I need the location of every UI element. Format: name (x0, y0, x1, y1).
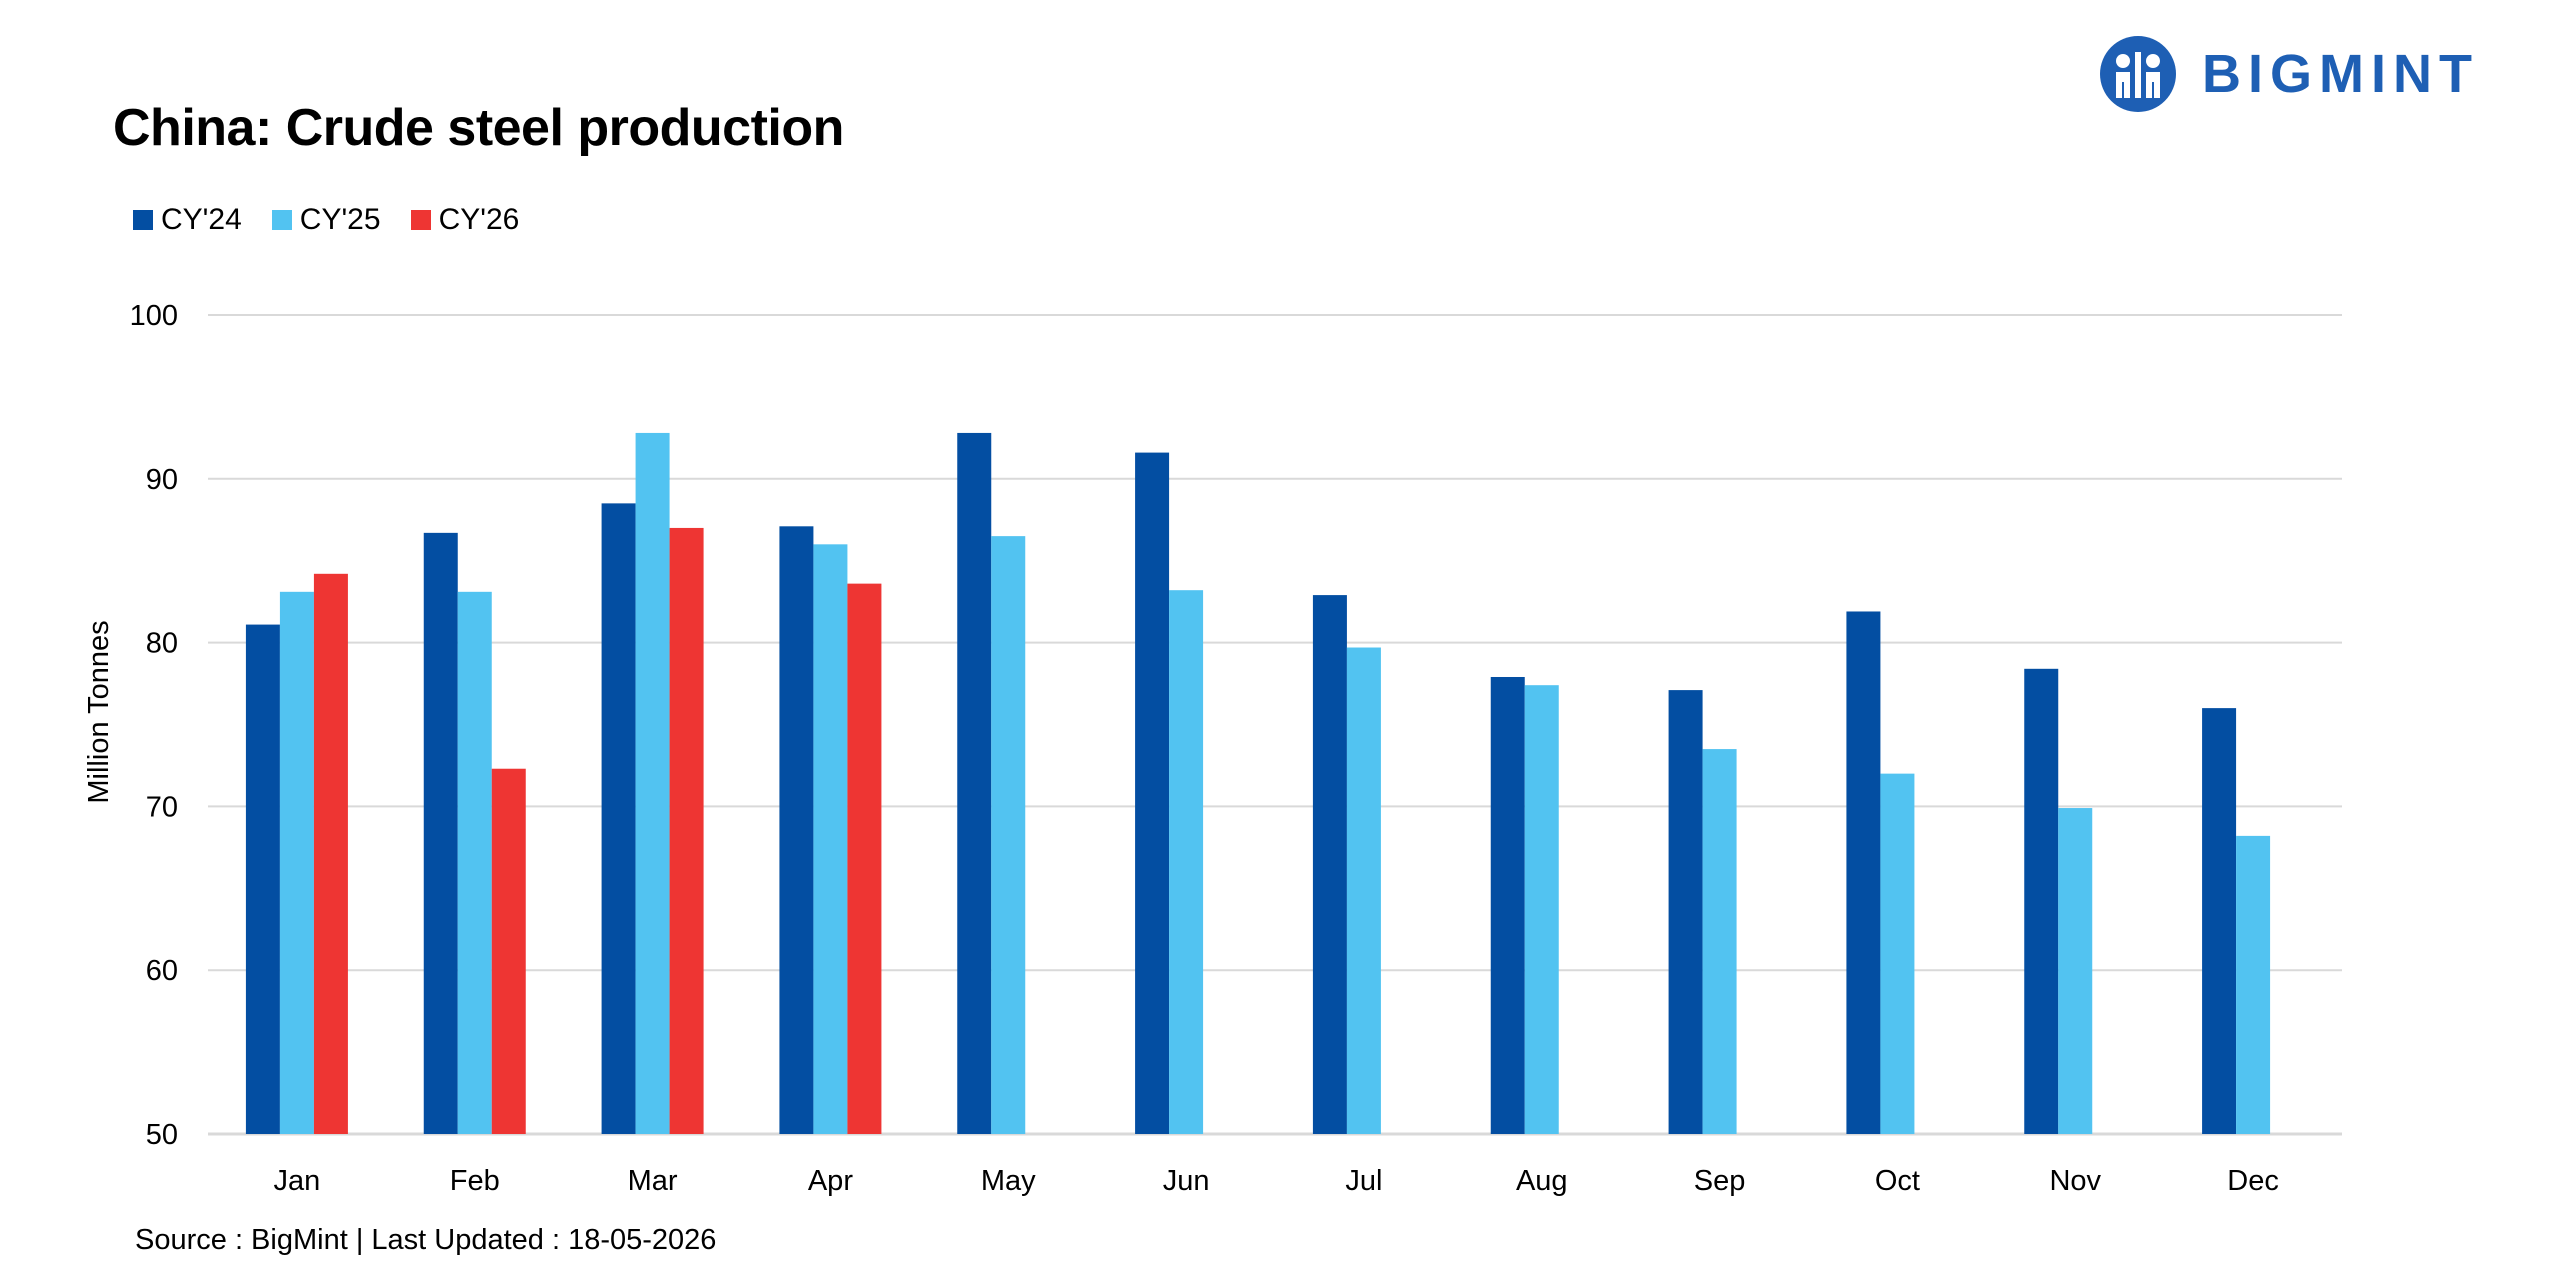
bar-jun-series-2 (1169, 590, 1204, 1134)
bar-jun-series-1 (1135, 452, 1170, 1134)
x-tick-label-nov: Nov (2049, 1165, 2101, 1197)
bar-mar-series-3 (669, 527, 704, 1134)
bar-mar-series-2 (635, 432, 670, 1134)
x-tick-label-apr: Apr (808, 1165, 853, 1197)
x-tick-label-mar: Mar (628, 1165, 678, 1197)
x-tick-label-sep: Sep (1694, 1165, 1746, 1197)
bigmint-logo: BIGMINT (2098, 34, 2479, 114)
y-tick-label: 100 (130, 300, 178, 332)
x-axis-tick-labels: Jan Feb Mar Apr May Jun Jul Aug Sep Oct Nov Dec (274, 1165, 2279, 1197)
bigmint-logo-text: BIGMINT (2202, 44, 2479, 104)
bar-oct-series-1 (1846, 611, 1881, 1134)
bar-jul-series-2 (1346, 647, 1381, 1134)
bar-nov-series-2 (2058, 808, 2093, 1134)
bar-feb-series-2 (457, 591, 492, 1134)
bar-dec-series-1 (2202, 708, 2237, 1134)
legend-swatch-cy25 (271, 210, 292, 230)
bars (245, 432, 2271, 1134)
y-tick-label: 70 (146, 791, 178, 823)
bar-apr-series-3 (847, 583, 882, 1134)
bar-may-series-1 (957, 432, 992, 1134)
bar-dec-series-2 (2236, 835, 2271, 1134)
bar-apr-series-1 (779, 526, 814, 1134)
bar-feb-series-3 (491, 768, 526, 1134)
bar-jan-series-1 (245, 624, 280, 1134)
bar-sep-series-2 (1702, 749, 1737, 1134)
x-tick-label-may: May (981, 1165, 1036, 1197)
x-tick-label-jan: Jan (274, 1165, 321, 1197)
bar-aug-series-2 (1524, 685, 1559, 1134)
legend-label-cy24: CY'24 (161, 203, 242, 236)
bar-sep-series-1 (1668, 690, 1703, 1134)
y-tick-label: 60 (146, 955, 178, 987)
bar-nov-series-1 (2024, 668, 2059, 1134)
legend-item-cy25: CY'25 (271, 203, 381, 237)
x-tick-label-aug: Aug (1516, 1165, 1568, 1197)
y-tick-label: 50 (146, 1119, 178, 1151)
bigmint-logo-icon (2100, 36, 2176, 112)
x-tick-label-jul: Jul (1345, 1165, 1382, 1197)
x-tick-label-jun: Jun (1163, 1165, 1210, 1197)
bar-jul-series-1 (1312, 595, 1347, 1134)
x-tick-label-feb: Feb (450, 1165, 500, 1197)
legend-label-cy26: CY'26 (438, 203, 520, 236)
legend-swatch-cy26 (410, 210, 431, 230)
y-axis-title: Million Tonnes (83, 620, 115, 803)
source-footer: Source : BigMint | Last Updated : 18-05-… (135, 1224, 717, 1256)
legend-label-cy25: CY'25 (299, 203, 381, 236)
chart-title: China: Crude steel production (113, 99, 844, 157)
bar-feb-series-1 (423, 532, 458, 1134)
chart-legend: CY'24 CY'25 CY'26 (133, 200, 549, 240)
bar-apr-series-2 (813, 544, 848, 1134)
y-tick-label: 80 (146, 628, 178, 660)
y-tick-label: 90 (146, 464, 178, 496)
x-tick-label-dec: Dec (2227, 1165, 2279, 1197)
legend-item-cy24: CY'24 (133, 203, 242, 237)
legend-swatch-cy24 (133, 210, 153, 230)
gridlines (208, 314, 2342, 1136)
bar-jan-series-2 (279, 591, 314, 1134)
x-tick-label-oct: Oct (1875, 1165, 1920, 1197)
bar-mar-series-1 (601, 503, 636, 1134)
bar-may-series-2 (991, 536, 1026, 1134)
y-axis-tick-labels: 50 60 70 80 90 100 (130, 300, 178, 1151)
bar-aug-series-1 (1490, 676, 1525, 1134)
bar-jan-series-3 (313, 573, 348, 1134)
bar-oct-series-2 (1880, 773, 1915, 1134)
legend-item-cy26: CY'26 (410, 203, 520, 237)
